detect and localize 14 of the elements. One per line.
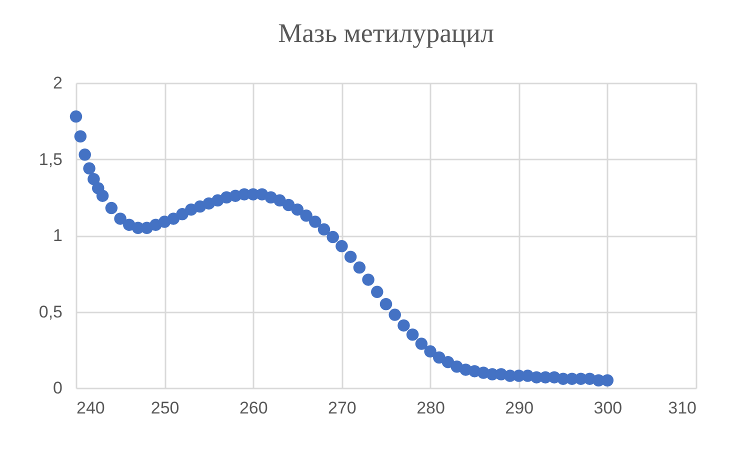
y-tick-label: 0 [53, 378, 62, 398]
y-tick-label: 1,5 [38, 150, 62, 169]
chart-title: Мазь метилурацил [278, 18, 494, 48]
x-tick-label: 260 [239, 398, 268, 418]
x-tick-label: 250 [150, 398, 180, 418]
y-tick-label: 1 [53, 226, 62, 245]
x-tick-label: 280 [416, 398, 445, 418]
x-tick-label: 310 [668, 398, 696, 418]
x-tick-label: 270 [328, 398, 356, 418]
x-tick-label: 240 [76, 398, 105, 418]
y-tick-label: 0,5 [38, 302, 62, 322]
x-tick-label: 290 [505, 398, 534, 418]
y-tick-label: 2 [53, 74, 62, 92]
x-tick-label: 300 [594, 398, 622, 418]
